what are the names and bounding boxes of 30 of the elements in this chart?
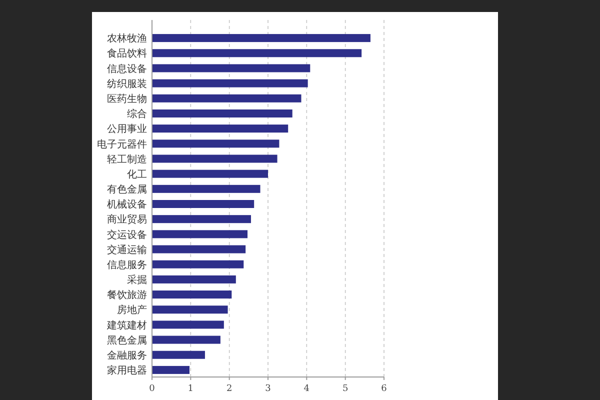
y-tick-label: 食品饮料 bbox=[107, 48, 147, 60]
x-tick-label: 6 bbox=[381, 384, 388, 394]
y-tick-label: 农林牧渔 bbox=[107, 32, 147, 45]
y-tick-label: 电子元器件 bbox=[97, 138, 147, 150]
y-tick-label: 机械设备 bbox=[107, 198, 147, 211]
x-tick-label: 1 bbox=[188, 384, 194, 394]
y-tick-label: 有色金属 bbox=[107, 184, 147, 196]
y-tick-label: 金融服务 bbox=[107, 349, 147, 362]
y-tick-label: 纺织服装 bbox=[107, 78, 147, 90]
x-tick-label: 5 bbox=[342, 384, 348, 394]
y-tick-label: 综合 bbox=[127, 108, 147, 120]
y-tick-label: 公用事业 bbox=[107, 123, 147, 136]
y-tick-label: 医药生物 bbox=[107, 92, 147, 105]
y-tick-label: 轻工制造 bbox=[107, 153, 147, 166]
y-tick-label: 餐饮旅游 bbox=[107, 289, 147, 302]
x-tick-label: 2 bbox=[226, 384, 232, 394]
y-tick-label: 交通运输 bbox=[107, 244, 147, 256]
y-tick-label: 采掘 bbox=[127, 274, 147, 286]
y-tick-label: 建筑建材 bbox=[106, 319, 147, 332]
x-tick-label: 3 bbox=[265, 384, 272, 394]
y-tick-label: 房地产 bbox=[117, 304, 147, 316]
y-tick-label: 信息服务 bbox=[107, 258, 147, 271]
y-tick-label: 商业贸易 bbox=[107, 214, 147, 226]
y-tick-label: 交运设备 bbox=[107, 228, 147, 241]
y-tick-label: 家用电器 bbox=[107, 364, 147, 377]
x-tick-label: 4 bbox=[304, 384, 310, 394]
y-tick-label: 信息设备 bbox=[107, 62, 147, 75]
y-tick-label: 化工 bbox=[127, 168, 147, 180]
x-tick-label: 0 bbox=[149, 384, 156, 394]
y-tick-label: 黑色金属 bbox=[107, 334, 147, 346]
